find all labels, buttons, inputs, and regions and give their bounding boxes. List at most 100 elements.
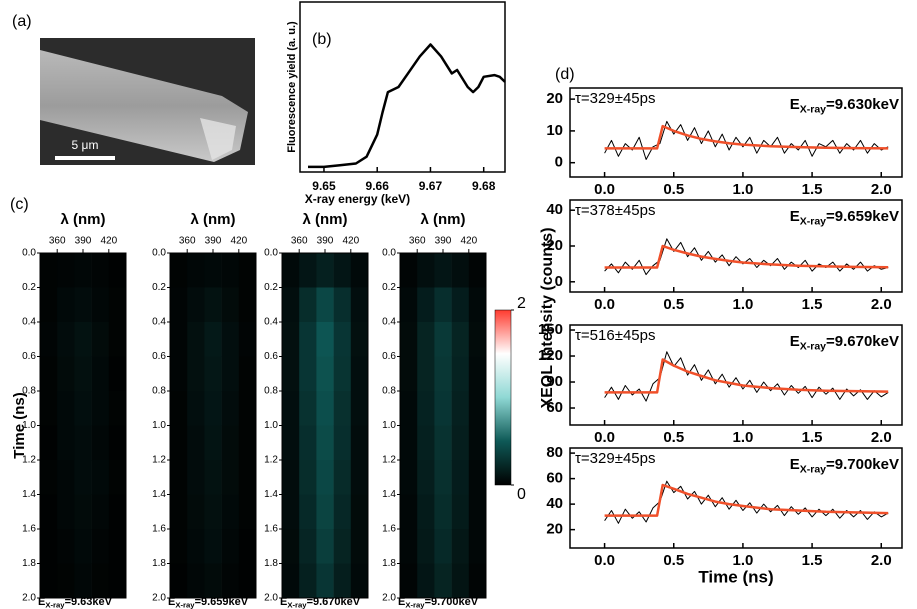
y-tick-label: 0.8 [152, 386, 166, 397]
x-tick-label: 1.0 [732, 181, 753, 198]
heatmap-cell [350, 356, 369, 392]
x-tick-label: 0.0 [594, 181, 615, 198]
heatmap-cell [170, 287, 188, 323]
heatmap-cell [299, 425, 317, 461]
heatmap-cell [40, 356, 58, 392]
data-line [604, 238, 889, 276]
heatmap-cell [238, 356, 257, 392]
heatmap-cell [316, 287, 334, 323]
y-tick-label: 2.0 [22, 593, 36, 604]
lifetime-label: τ=329±45ps [575, 450, 655, 467]
heatmap-cell [108, 391, 127, 426]
heatmap-cell [204, 322, 222, 357]
heatmap-cell [170, 494, 188, 530]
lifetime-label: τ=329±45ps [575, 90, 655, 107]
heatmap-cell [299, 287, 317, 323]
heatmap-cell [74, 356, 92, 392]
energy-value: =9.670keV [307, 596, 361, 608]
x-tick-label: 0.5 [663, 296, 684, 313]
heatmap-cell [170, 460, 188, 495]
heatmap-cell [299, 322, 317, 357]
y-tick-label: 80 [546, 444, 563, 461]
heatmap-cell [187, 529, 205, 564]
heatmap-cell [282, 322, 300, 357]
heatmap-cell [91, 253, 110, 288]
heatmap-cell [170, 356, 188, 392]
y-tick-label: 120 [538, 347, 563, 364]
energy-subscript: X-ray [175, 600, 195, 609]
heatmap-cell [221, 460, 240, 495]
heatmap-cell [221, 253, 240, 288]
heatmap-cell [170, 391, 188, 426]
y-tick-label: 0.2 [382, 282, 396, 293]
heatmap-cell [468, 322, 487, 357]
heatmap-cell [451, 253, 470, 288]
heatmap-cell [238, 253, 257, 288]
energy-value: =9.63keV [65, 596, 113, 608]
energy-subscript: X-ray [800, 215, 826, 227]
heatmap-cell [74, 425, 92, 461]
heatmap-cell [468, 391, 487, 426]
heatmap-cell [40, 253, 58, 288]
heatmap-cell [350, 494, 369, 530]
energy-subscript: X-ray [405, 600, 425, 609]
energy-value: =9.630keV [826, 96, 899, 113]
heatmap-cell [221, 287, 240, 323]
heatmap-cell [187, 356, 205, 392]
energy-symbol: E [790, 208, 800, 225]
heatmap-cell [221, 563, 240, 599]
x-tick-label: 420 [460, 236, 477, 247]
heatmap-cell [350, 287, 369, 323]
energy-label: EX-ray=9.670keV [790, 333, 899, 352]
heatmap-cell [316, 391, 334, 426]
heatmap-cell [57, 425, 75, 461]
lifetime-label: τ=516±45ps [575, 327, 655, 344]
y-tick-label: 1.8 [382, 558, 396, 569]
y-tick-label: 0.4 [382, 317, 396, 328]
energy-subscript: X-ray [45, 600, 65, 609]
y-tick-label: 0 [555, 154, 563, 171]
heatmap-cell [417, 287, 435, 323]
heatmap-cell [204, 287, 222, 323]
x-tick-label: 360 [409, 236, 426, 247]
x-tick-label: 360 [291, 236, 308, 247]
heatmap-cell [57, 391, 75, 426]
energy-label: EX-ray=9.659keV [790, 208, 899, 227]
data-line [604, 120, 889, 160]
y-tick-label: 1.0 [152, 420, 166, 431]
y-tick-label: 150 [538, 321, 563, 338]
y-axis-label: XEOL intensity (counts) [539, 227, 556, 408]
heatmap-cell [299, 391, 317, 426]
plot-frame [569, 87, 903, 178]
heatmap-cell [187, 563, 205, 599]
heatmap-cell [170, 425, 188, 461]
heatmap-cell [299, 529, 317, 564]
heatmap-cell [434, 494, 452, 530]
heatmap-cell [170, 322, 188, 357]
heatmap-cell [417, 494, 435, 530]
energy-value: =9.700keV [826, 456, 899, 473]
y-tick-label: 0.8 [22, 386, 36, 397]
heatmap-cell [221, 322, 240, 357]
heatmap-cell [299, 494, 317, 530]
x-axis-label: λ (nm) [61, 211, 106, 228]
x-tick-label: 390 [435, 236, 452, 247]
heatmap-cell [170, 253, 188, 288]
heatmap-cell [468, 494, 487, 530]
heatmap-cell [333, 460, 352, 495]
energy-symbol: E [790, 456, 800, 473]
y-tick-label: 60 [546, 470, 563, 487]
heatmap-cell [451, 287, 470, 323]
data-line [604, 483, 889, 517]
x-tick-label: 1.0 [732, 296, 753, 313]
heatmap-cell [434, 356, 452, 392]
heatmap-cell [417, 391, 435, 426]
heatmap-cell [91, 494, 110, 530]
y-tick-label: 1.6 [382, 524, 396, 535]
y-tick-label: 90 [546, 373, 563, 390]
colorbar [494, 309, 512, 486]
panel-label: (c) [10, 196, 29, 213]
heatmap-cell [282, 460, 300, 495]
heatmap-cell [417, 425, 435, 461]
heatmap-cell [238, 529, 257, 564]
